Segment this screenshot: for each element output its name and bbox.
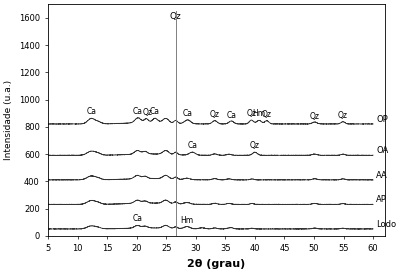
Text: AP: AP — [376, 195, 387, 204]
Text: Qz: Qz — [246, 109, 256, 118]
Text: Qz: Qz — [210, 110, 220, 119]
Text: Ca: Ca — [150, 107, 160, 116]
Text: OA: OA — [376, 146, 388, 155]
Text: Lodo: Lodo — [376, 220, 396, 229]
Y-axis label: Intensidade (u.a.): Intensidade (u.a.) — [4, 80, 13, 160]
Text: Qz: Qz — [262, 110, 272, 119]
Text: Qz: Qz — [338, 111, 348, 120]
Text: Qz: Qz — [310, 112, 320, 121]
Text: Hm: Hm — [180, 216, 194, 225]
Text: AA: AA — [376, 171, 388, 180]
Text: Hm: Hm — [253, 109, 265, 118]
Text: Ca: Ca — [226, 111, 236, 120]
Text: OP: OP — [376, 115, 388, 124]
X-axis label: 2θ (grau): 2θ (grau) — [187, 259, 246, 269]
Text: Ca: Ca — [187, 141, 197, 150]
Text: Ca: Ca — [86, 107, 96, 116]
Text: Ca: Ca — [133, 215, 143, 223]
Text: Qz: Qz — [170, 11, 182, 20]
Text: Ca: Ca — [133, 107, 143, 116]
Text: Ca: Ca — [182, 109, 192, 118]
Text: Qz: Qz — [250, 141, 260, 150]
Text: Qz: Qz — [142, 108, 152, 117]
